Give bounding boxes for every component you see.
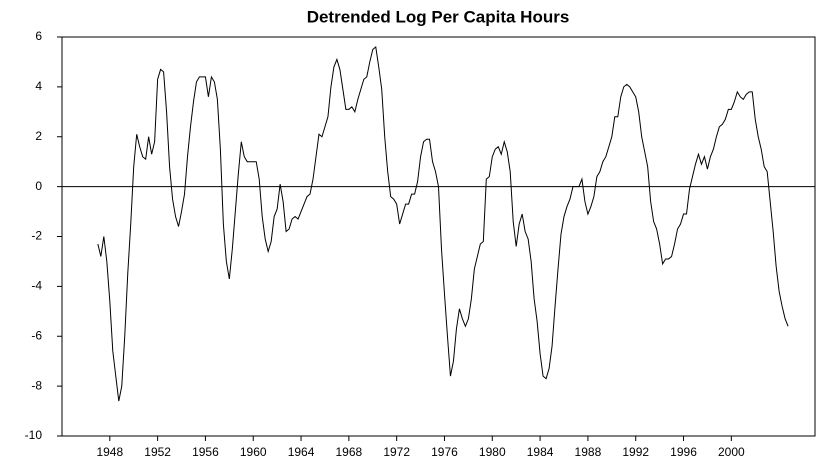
x-tick-label: 1964	[288, 445, 315, 459]
x-tick-label: 1996	[670, 445, 697, 459]
chart-title: Detrended Log Per Capita Hours	[307, 7, 570, 26]
x-tick-label: 1992	[622, 445, 649, 459]
x-tick-label: 1972	[383, 445, 410, 459]
y-tick-label: -8	[31, 378, 42, 392]
y-tick-label: 2	[35, 129, 42, 143]
x-tick-label: 1976	[431, 445, 458, 459]
y-tick-label: -4	[31, 279, 42, 293]
y-tick-label: -2	[31, 229, 42, 243]
y-tick-label: -10	[25, 428, 43, 442]
x-tick-label: 1980	[479, 445, 506, 459]
y-tick-label: -6	[31, 328, 42, 342]
x-tick-label: 1960	[240, 445, 267, 459]
y-tick-label: 6	[35, 29, 42, 43]
y-tick-label: 0	[35, 179, 42, 193]
x-tick-label: 1988	[575, 445, 602, 459]
x-tick-label: 1952	[144, 445, 171, 459]
x-tick-label: 1956	[192, 445, 219, 459]
x-tick-label: 2000	[718, 445, 745, 459]
x-tick-label: 1968	[336, 445, 363, 459]
data-line	[97, 46, 789, 402]
x-tick-label: 1948	[96, 445, 123, 459]
y-tick-label: 4	[35, 79, 42, 93]
x-tick-label: 1984	[527, 445, 554, 459]
